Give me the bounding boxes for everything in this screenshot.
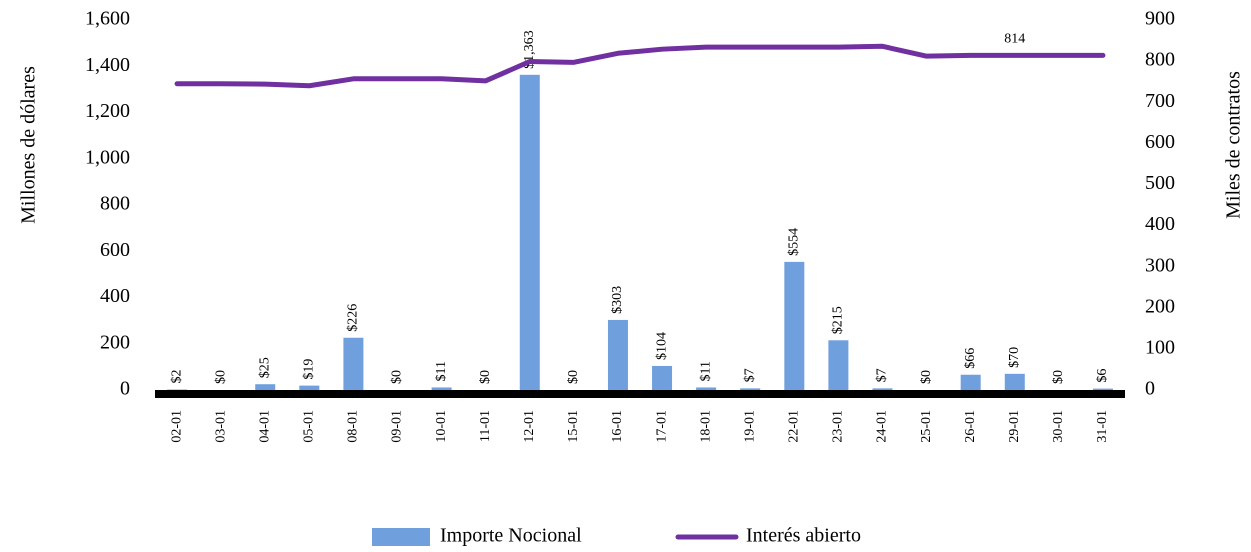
x-tick-label: 02-01 xyxy=(169,410,184,443)
bar xyxy=(652,365,673,390)
bar-value-label: $19 xyxy=(302,359,317,380)
y-tick-label: 600 xyxy=(100,239,130,261)
bar-value-label: $303 xyxy=(610,286,625,314)
y2-tick-label: 400 xyxy=(1145,213,1175,235)
bar xyxy=(784,261,805,390)
bar-value-label: $66 xyxy=(963,348,978,369)
y2-tick-label: 600 xyxy=(1145,131,1175,153)
bar-value-label: $0 xyxy=(1051,370,1066,384)
y-tick-label: 1,000 xyxy=(85,146,130,168)
bar-value-label: $6 xyxy=(1095,369,1110,383)
y-tick-label: 800 xyxy=(100,193,130,215)
x-tick-label: 26-01 xyxy=(963,410,978,443)
y2-tick-label: 300 xyxy=(1145,254,1175,276)
y2-tick-label: 200 xyxy=(1145,295,1175,317)
x-tick-label: 29-01 xyxy=(1007,410,1022,443)
x-tick-label: 09-01 xyxy=(390,410,405,443)
legend-label: Importe Nocional xyxy=(440,525,582,547)
y2-axis-title: Miles de contratos xyxy=(1223,71,1245,219)
bar xyxy=(519,74,540,391)
bar xyxy=(607,319,628,390)
x-tick-label: 11-01 xyxy=(478,410,493,442)
bar-value-label: $25 xyxy=(257,357,272,378)
bar-value-label: $0 xyxy=(478,370,493,384)
bar-value-label: $0 xyxy=(390,370,405,384)
bar xyxy=(828,340,849,390)
legend-swatch xyxy=(372,528,430,546)
bar-value-label: $2 xyxy=(169,370,184,384)
x-tick-label: 22-01 xyxy=(787,410,802,443)
bar xyxy=(299,385,320,390)
y2-tick-label: 500 xyxy=(1145,172,1175,194)
x-tick-label: 10-01 xyxy=(434,410,449,443)
x-tick-label: 30-01 xyxy=(1051,410,1066,443)
x-tick-label: 03-01 xyxy=(213,410,228,443)
bar-value-label: $0 xyxy=(213,370,228,384)
x-tick-label: 16-01 xyxy=(610,410,625,443)
x-tick-label: 12-01 xyxy=(522,410,537,443)
y-tick-label: 1,400 xyxy=(85,54,130,76)
y2-tick-label: 0 xyxy=(1145,378,1155,400)
y-axis-title: Millones de dólares xyxy=(18,66,40,224)
bar-value-label: $226 xyxy=(346,304,361,332)
bar xyxy=(696,387,717,390)
y2-tick-label: 700 xyxy=(1145,90,1175,112)
bar xyxy=(1092,388,1113,390)
bar-value-label: $0 xyxy=(919,370,934,384)
bar-value-label: $0 xyxy=(566,370,581,384)
y-tick-label: 1,200 xyxy=(85,100,130,122)
bar-value-label: $70 xyxy=(1007,347,1022,368)
y2-tick-label: 900 xyxy=(1145,8,1175,30)
x-tick-label: 17-01 xyxy=(654,410,669,443)
y-tick-label: 400 xyxy=(100,285,130,307)
bar xyxy=(872,388,893,390)
x-tick-label: 31-01 xyxy=(1095,410,1110,443)
y-tick-label: 200 xyxy=(100,331,130,353)
x-tick-label: 24-01 xyxy=(875,410,890,443)
x-tick-label: 05-01 xyxy=(302,410,317,443)
x-tick-label: 19-01 xyxy=(742,410,757,443)
y2-tick-label: 800 xyxy=(1145,49,1175,71)
x-tick-label: 04-01 xyxy=(257,410,272,443)
bar xyxy=(431,387,452,390)
bar-value-label: $7 xyxy=(875,368,890,382)
bar-value-label: $7 xyxy=(742,368,757,382)
legend-label: Interés abierto xyxy=(746,525,861,547)
x-tick-label: 15-01 xyxy=(566,410,581,443)
bar-value-label: $104 xyxy=(654,332,669,360)
bar xyxy=(1004,373,1025,390)
bar-value-label: $554 xyxy=(787,228,802,256)
bar xyxy=(740,388,761,390)
line xyxy=(174,43,1106,89)
x-tick-label: 23-01 xyxy=(831,410,846,443)
bar xyxy=(255,384,276,390)
x-tick-label: 25-01 xyxy=(919,410,934,443)
y-tick-label: 1,600 xyxy=(85,8,130,30)
bar xyxy=(960,374,981,390)
y2-tick-label: 100 xyxy=(1145,336,1175,358)
bar-value-label: $11 xyxy=(698,361,713,381)
bar-value-label: $11 xyxy=(434,361,449,381)
bar xyxy=(343,337,364,390)
x-tick-label: 18-01 xyxy=(698,410,713,443)
line-value-label: 814 xyxy=(1004,32,1025,47)
x-tick-label: 08-01 xyxy=(346,410,361,443)
y-tick-label: 0 xyxy=(120,378,130,400)
bar-value-label: $215 xyxy=(831,306,846,334)
